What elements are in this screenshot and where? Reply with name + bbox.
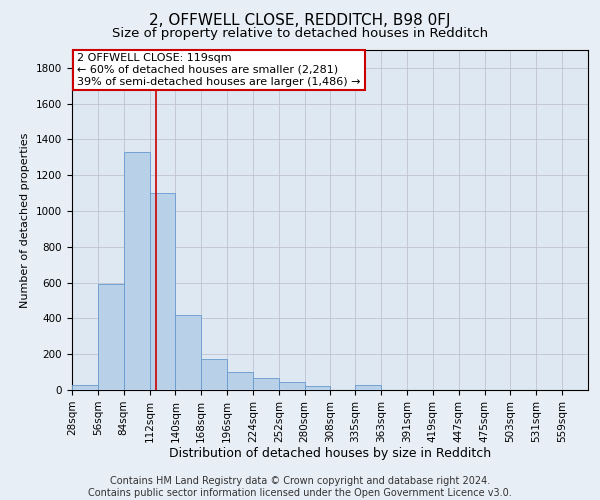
Text: 2, OFFWELL CLOSE, REDDITCH, B98 0FJ: 2, OFFWELL CLOSE, REDDITCH, B98 0FJ xyxy=(149,12,451,28)
Text: Contains HM Land Registry data © Crown copyright and database right 2024.
Contai: Contains HM Land Registry data © Crown c… xyxy=(88,476,512,498)
Bar xyxy=(279,382,305,390)
Bar xyxy=(98,284,124,390)
Bar xyxy=(149,193,175,390)
Bar xyxy=(227,372,253,390)
Text: Size of property relative to detached houses in Redditch: Size of property relative to detached ho… xyxy=(112,28,488,40)
Bar xyxy=(355,384,381,390)
Bar xyxy=(305,386,331,390)
Bar xyxy=(72,384,98,390)
X-axis label: Distribution of detached houses by size in Redditch: Distribution of detached houses by size … xyxy=(169,448,491,460)
Bar xyxy=(124,152,149,390)
Y-axis label: Number of detached properties: Number of detached properties xyxy=(20,132,31,308)
Bar xyxy=(253,378,279,390)
Bar xyxy=(201,358,227,390)
Bar xyxy=(175,315,201,390)
Text: 2 OFFWELL CLOSE: 119sqm
← 60% of detached houses are smaller (2,281)
39% of semi: 2 OFFWELL CLOSE: 119sqm ← 60% of detache… xyxy=(77,54,361,86)
